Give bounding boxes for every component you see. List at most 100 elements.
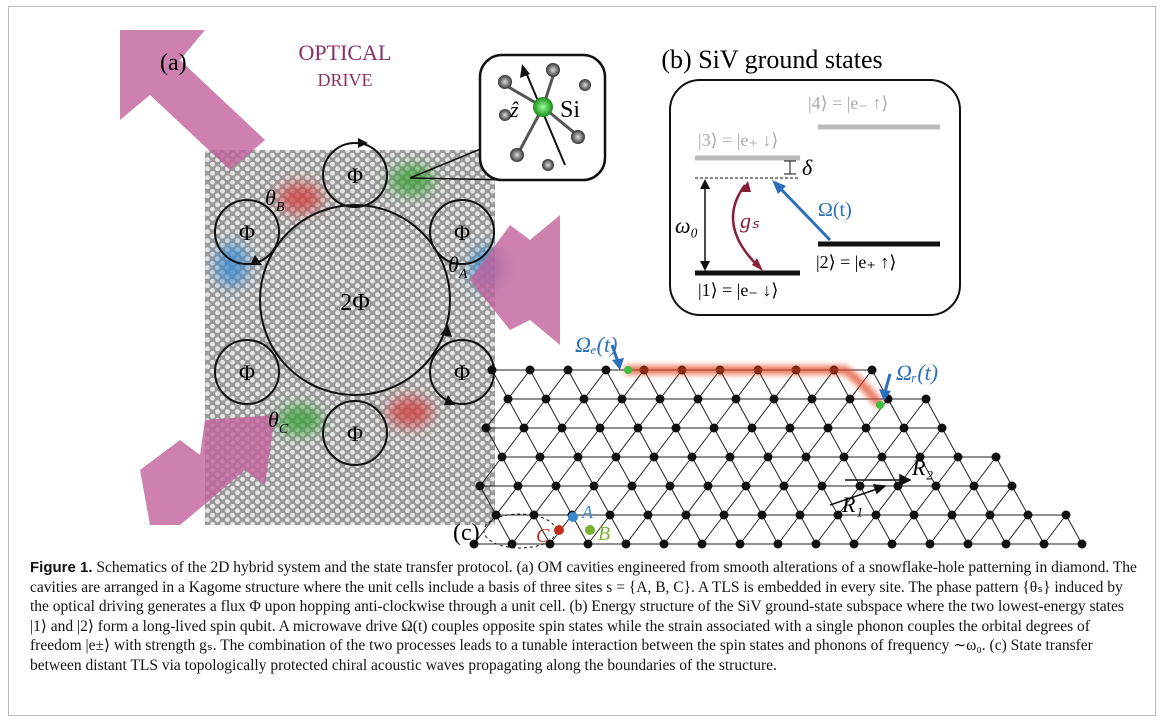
lattice-bond — [746, 486, 762, 515]
lattice-bond — [828, 399, 850, 428]
lattice-site — [910, 511, 919, 520]
lattice-site — [986, 511, 995, 520]
lattice-bond — [622, 399, 638, 428]
lattice-bond — [638, 428, 654, 457]
lattice-bond — [562, 399, 584, 428]
lattice-site — [862, 424, 871, 433]
lattice-bond — [990, 515, 1006, 544]
lattice-bond — [686, 486, 708, 515]
two-phi: 2Φ — [340, 290, 370, 316]
lattice-site — [618, 395, 627, 404]
lattice-site — [504, 395, 513, 404]
lattice-bond — [724, 515, 740, 544]
lattice-bond — [892, 515, 914, 544]
lattice-bond — [768, 428, 790, 457]
lattice-site — [732, 395, 741, 404]
r2: R₂ — [911, 455, 933, 480]
lattice-site — [780, 482, 789, 491]
lattice-bond — [546, 399, 562, 428]
lattice-site — [964, 540, 973, 549]
lattice-site — [488, 366, 497, 375]
lattice-bond — [648, 515, 664, 544]
lattice-bond — [502, 428, 524, 457]
lattice-bond — [610, 486, 632, 515]
lattice-site — [1040, 540, 1049, 549]
lattice-bond — [698, 399, 714, 428]
omega-e: Ωₑ(t) — [575, 332, 617, 357]
lattice-bond — [1066, 515, 1082, 544]
lattice-site — [948, 511, 957, 520]
lattice-bond — [730, 457, 746, 486]
lattice-bond — [784, 486, 800, 515]
lattice-bond — [768, 457, 784, 486]
lattice-site — [970, 482, 979, 491]
lattice-site — [878, 453, 887, 462]
lattice-bond — [930, 515, 952, 544]
lattice-bond — [904, 428, 920, 457]
theta-symbol: θ — [265, 185, 276, 210]
lattice-bond — [496, 486, 518, 515]
phi: Φ — [347, 421, 363, 446]
panel-label: (a) — [160, 50, 187, 76]
lattice-bond — [774, 399, 790, 428]
lattice-bond — [600, 428, 616, 457]
lattice-site — [1008, 482, 1017, 491]
lattice-bond — [762, 486, 784, 515]
lattice-site — [542, 395, 551, 404]
caption: Figure 1. Schematics of the 2D hybrid sy… — [30, 558, 1140, 675]
lattice-bond — [914, 515, 930, 544]
lattice-site — [726, 453, 735, 462]
lattice-site — [476, 482, 485, 491]
lattice-bond — [556, 486, 572, 515]
lattice-site — [628, 482, 637, 491]
lattice-site — [602, 366, 611, 375]
lattice-bond — [556, 457, 578, 486]
lattice-site — [764, 453, 773, 462]
axis-label: ẑ — [509, 97, 519, 122]
lattice-site — [938, 424, 947, 433]
phi: Φ — [239, 360, 255, 385]
lattice-bond — [524, 399, 546, 428]
lattice-bond — [670, 486, 686, 515]
delta: δ — [802, 155, 813, 180]
lattice-bond — [626, 515, 648, 544]
lattice-site — [992, 453, 1001, 462]
lattice-bond — [822, 457, 844, 486]
lattice-site — [656, 395, 665, 404]
lattice-site — [596, 424, 605, 433]
lattice-bond — [778, 515, 800, 544]
lattice-bond — [540, 457, 556, 486]
optical-drive: OPTICAL — [299, 40, 392, 65]
lattice-bond — [648, 486, 670, 515]
lattice-bond — [800, 486, 822, 515]
lattice-bond — [546, 370, 568, 399]
lattice-site — [812, 540, 821, 549]
lattice-site — [856, 482, 865, 491]
site-a-label: A — [581, 502, 594, 522]
lattice-bond — [708, 457, 730, 486]
phi: Φ — [454, 220, 470, 245]
state-4: |4⟩ = |e₋ ↑⟩ — [808, 93, 888, 113]
lattice-bond — [1006, 515, 1028, 544]
lattice-bond — [708, 486, 724, 515]
lattice-bond — [790, 399, 812, 428]
lattice-bond — [828, 428, 844, 457]
lattice-site — [558, 424, 567, 433]
lattice-bond — [1028, 515, 1044, 544]
lattice-site — [846, 395, 855, 404]
theta-symbol: θ — [268, 407, 279, 432]
lattice-bond — [600, 399, 622, 428]
lattice-bond — [584, 370, 606, 399]
lattice-site — [650, 453, 659, 462]
lattice-site — [954, 453, 963, 462]
lattice-bond — [540, 428, 562, 457]
lattice-bond — [632, 486, 648, 515]
lattice-bond — [714, 399, 736, 428]
lattice-bond — [594, 486, 610, 515]
state-1: |1⟩ = |e₋ ↓⟩ — [698, 280, 778, 300]
lattice-bond — [888, 399, 904, 428]
lattice-bond — [844, 457, 860, 486]
lattice-bond — [692, 428, 714, 457]
lattice-bond — [578, 457, 594, 486]
lattice-bond — [508, 370, 530, 399]
